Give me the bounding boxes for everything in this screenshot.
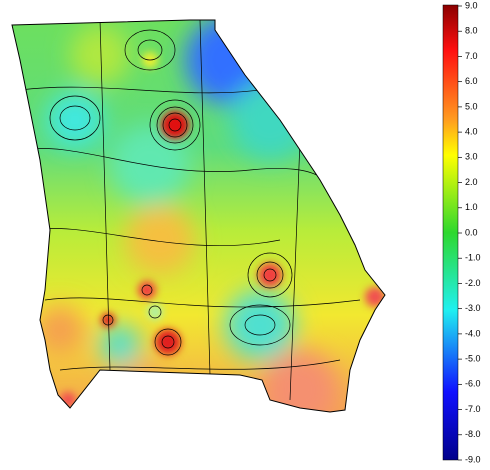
colorbar-tick-label: -9.0 (465, 454, 481, 464)
colorbar-tick-label: -5.0 (465, 353, 481, 363)
colorbar-tick-label: 1.0 (465, 202, 478, 212)
colorbar-tick-label: 3.0 (465, 152, 478, 162)
state-outline (11, 19, 386, 413)
colorbar-tick-label: -8.0 (465, 429, 481, 439)
colorbar-tick-label: -4.0 (465, 328, 481, 338)
colorbar-tick-label: 7.0 (465, 51, 478, 61)
colorbar-tick-label: 5.0 (465, 101, 478, 111)
colorbar-tick-label: -1.0 (465, 253, 481, 263)
colorbar-tick-label: -3.0 (465, 303, 481, 313)
colorbar-ticks: 9.0 8.0 7.0 6.0 5.0 4.0 3.0 2.0 1.0 0.0 -1.0 -2.0 -3… (458, 0, 481, 464)
colorbar-tick-label: -7.0 (465, 404, 481, 414)
colorbar-tick-label: 2.0 (465, 177, 478, 187)
colorbar-tick-label: -6.0 (465, 379, 481, 389)
colorbar-tick-label: 6.0 (465, 76, 478, 86)
colorbar-tick-label: -2.0 (465, 278, 481, 288)
colorbar-tick-label: 8.0 (465, 26, 478, 36)
colorbar-tick-label: 9.0 (465, 0, 478, 10)
colorbar (442, 4, 459, 461)
colorbar-tick-label: 0.0 (465, 227, 478, 237)
colorbar-tick-label: 4.0 (465, 126, 478, 136)
